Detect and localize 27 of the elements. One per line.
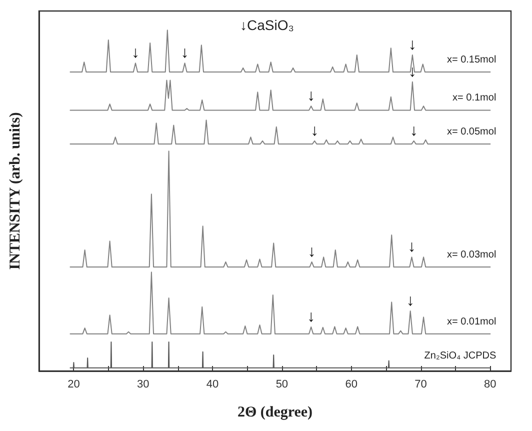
annotation: ↓	[408, 238, 416, 256]
annotation: ↓	[408, 36, 416, 54]
annotation: ↓	[408, 63, 416, 80]
series-label: x= 0.05mol	[446, 126, 496, 138]
x-tick-label: 70	[414, 378, 427, 390]
annotation: ↓	[131, 44, 140, 62]
annotation: ↓	[180, 44, 189, 62]
series-label: x= 0.15mol	[446, 54, 496, 66]
series-label: x= 0.1mol	[452, 92, 496, 104]
x-tick-label: 40	[206, 378, 219, 390]
x-tick-label: 20	[68, 378, 80, 390]
annotation: ↓	[308, 243, 316, 260]
x-tick-label: 60	[345, 378, 358, 390]
annotation: ↓	[307, 308, 316, 326]
x-tick-label: 30	[136, 378, 150, 390]
y-axis-title: INTENSITY (arb. units)	[8, 112, 24, 270]
annotation: ↓	[310, 122, 319, 140]
annotation: ↓	[406, 292, 414, 310]
series-label: x= 0.01mol	[446, 316, 496, 328]
annotation: ↓	[307, 88, 316, 105]
series-label: Zn₂SiO₄ JCPDS	[424, 350, 496, 362]
annotation: ↓CaSiO₃	[240, 17, 294, 33]
x-tick-label: 50	[276, 378, 288, 390]
series-label: x= 0.03mol	[446, 250, 496, 261]
x-axis-title: 2Θ (degree)	[237, 404, 313, 420]
x-tick-label: 80	[484, 378, 496, 390]
annotation: ↓	[410, 122, 418, 140]
